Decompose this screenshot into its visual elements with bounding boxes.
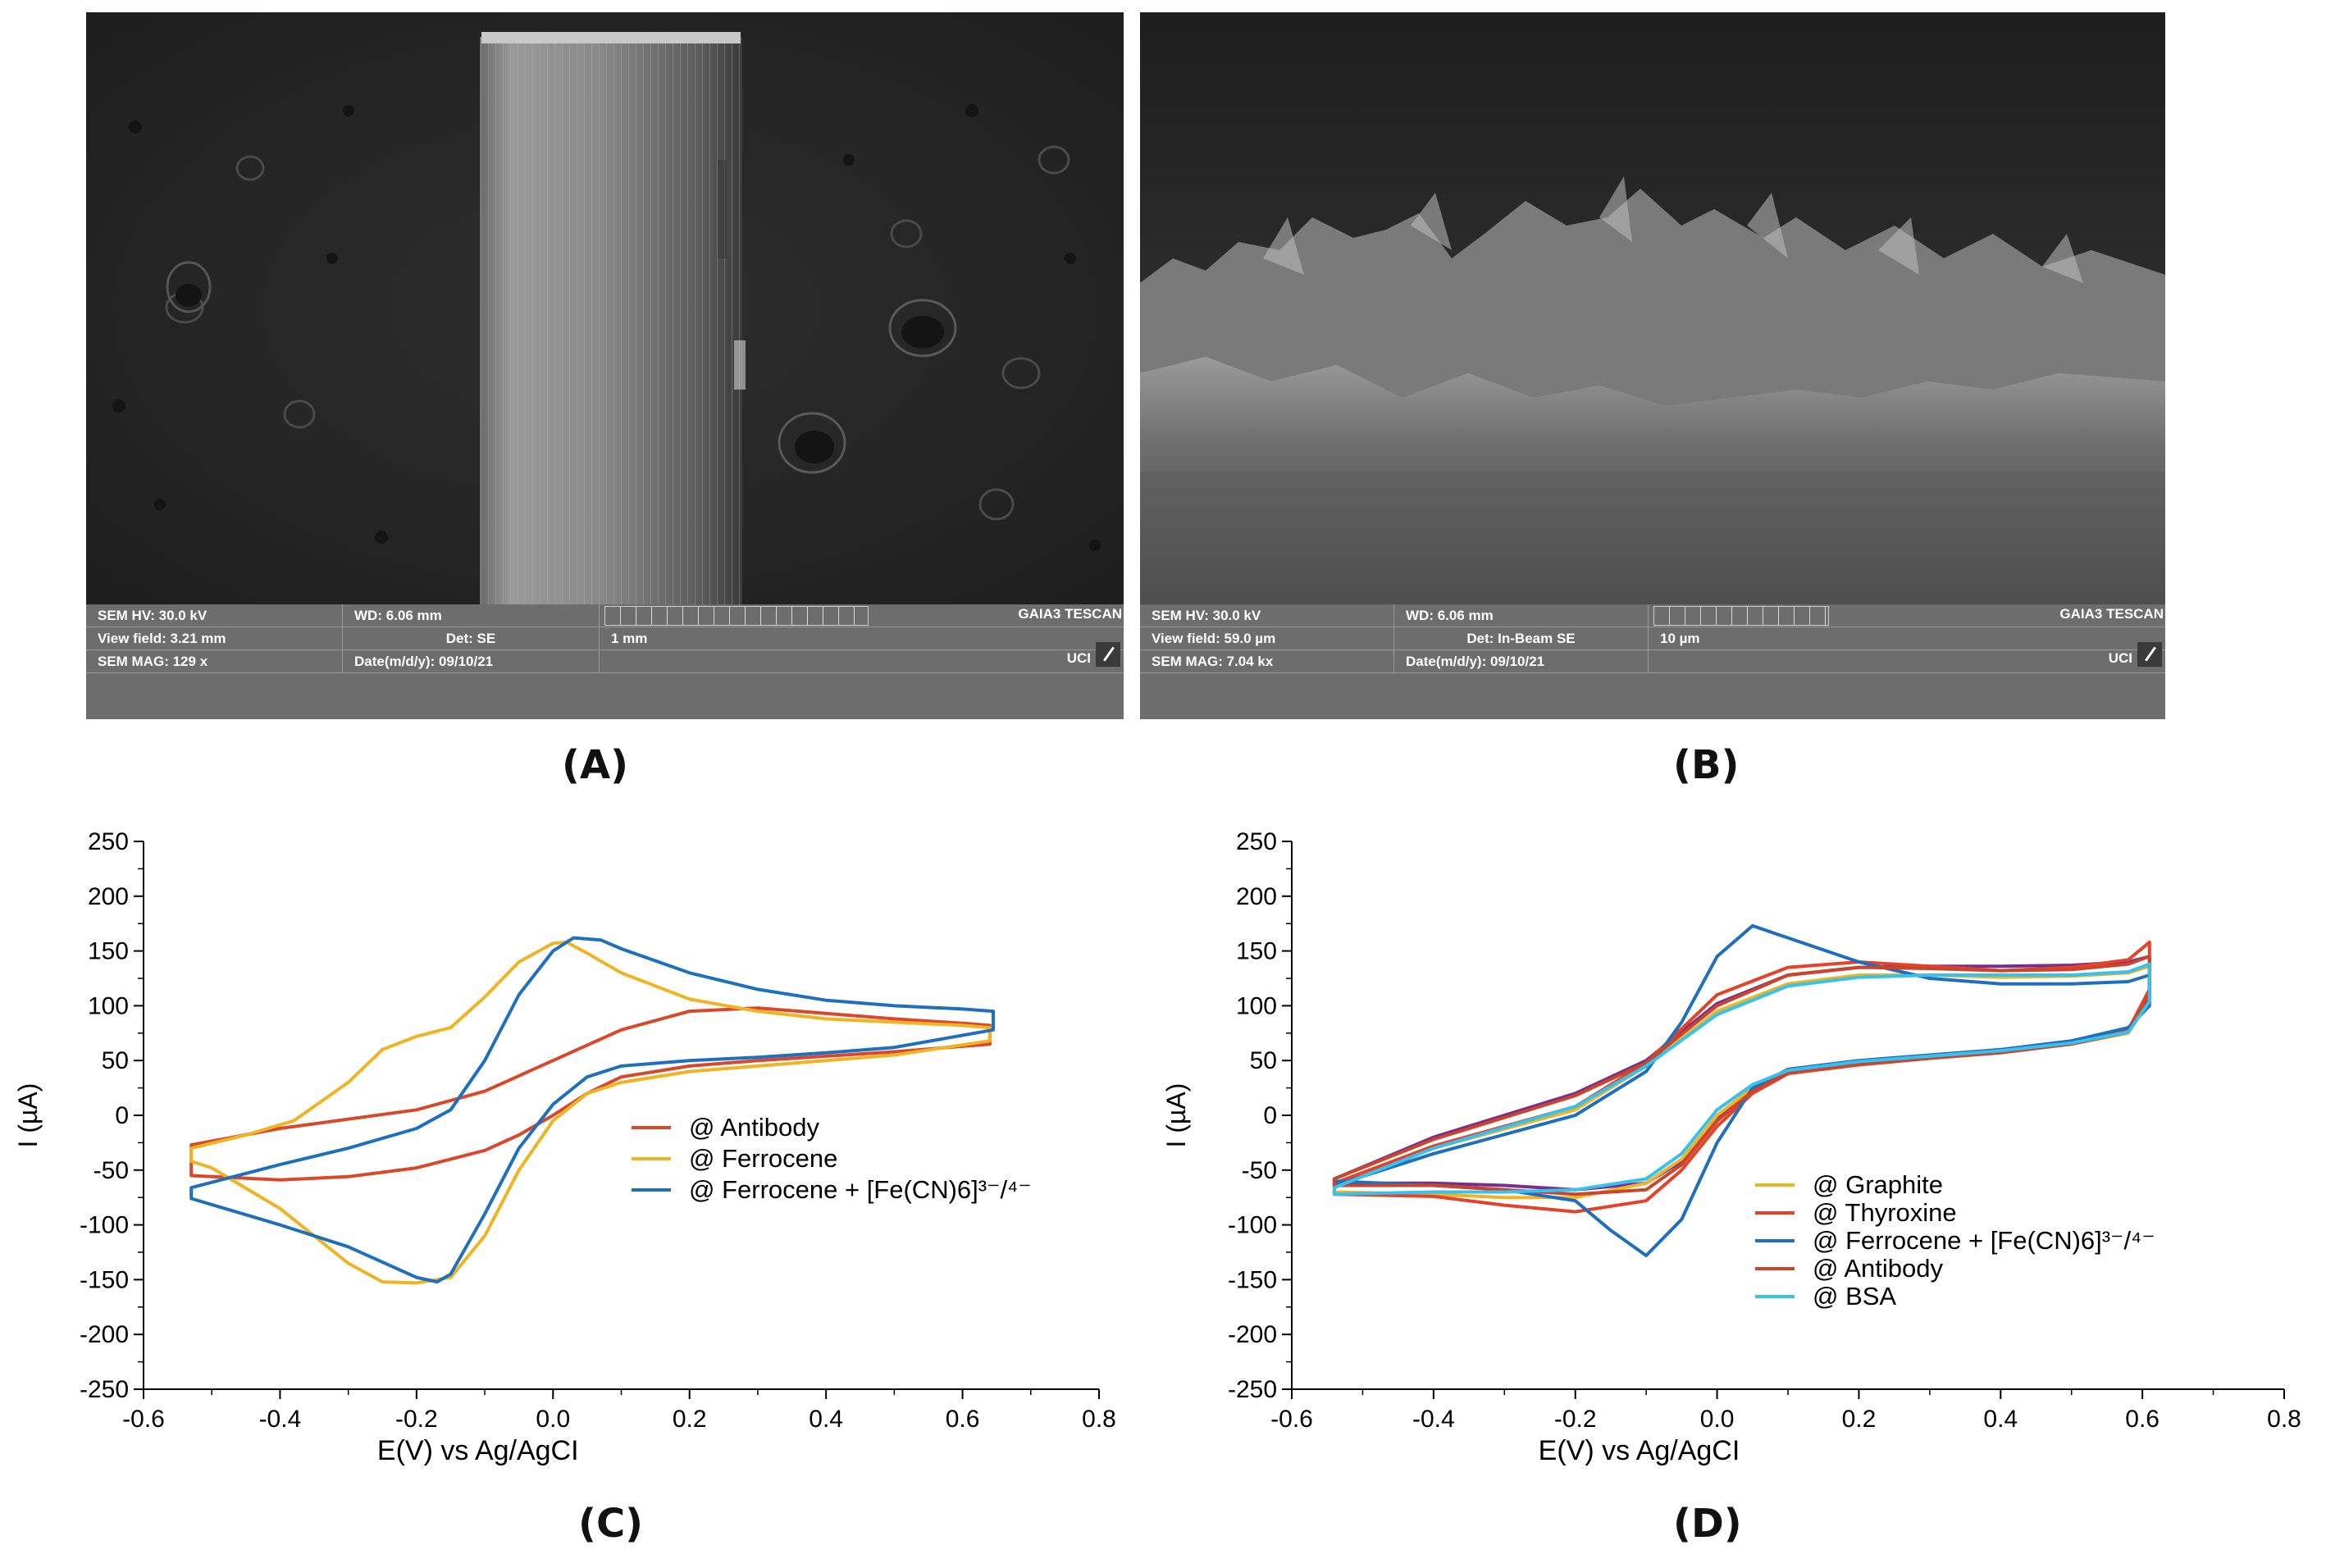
y-tick-label: -200 bbox=[1228, 1321, 1277, 1348]
sem-panel-b: SEM HV: 30.0 kV WD: 6.06 mm View field: … bbox=[1140, 12, 2165, 719]
legend-label: @ Thyroxine bbox=[1813, 1198, 1957, 1227]
x-tick-label: -0.2 bbox=[1554, 1406, 1597, 1433]
legend-label: @ Ferrocene bbox=[689, 1144, 837, 1173]
y-tick-label: 250 bbox=[1236, 828, 1277, 855]
sem-image-surface bbox=[1140, 12, 2165, 604]
x-axis-label: E(V) vs Ag/AgCI bbox=[377, 1435, 579, 1466]
y-tick-label: -100 bbox=[80, 1212, 129, 1239]
x-axis-label: E(V) vs Ag/AgCI bbox=[1539, 1435, 1740, 1466]
y-tick-label: -150 bbox=[80, 1266, 129, 1293]
sem-view-field: View field: 3.21 mm bbox=[86, 627, 343, 650]
x-tick-label: 0.2 bbox=[673, 1406, 707, 1433]
x-tick-label: 0.0 bbox=[1700, 1406, 1735, 1433]
sem-date: Date(m/d/y): 09/10/21 bbox=[343, 650, 600, 672]
x-tick-label: -0.4 bbox=[1412, 1406, 1455, 1433]
panel-label-c: (C) bbox=[578, 1501, 644, 1547]
sem-scale-bar bbox=[1653, 606, 1829, 626]
sem-magnification: SEM MAG: 7.04 kx bbox=[1140, 650, 1394, 672]
sem-panel-a: SEM HV: 30.0 kV WD: 6.06 mm View field: … bbox=[86, 12, 1124, 719]
legend-label: @ Antibody bbox=[1813, 1254, 1944, 1283]
panel-label-a: (A) bbox=[562, 742, 629, 788]
sem-wd: WD: 6.06 mm bbox=[1394, 604, 1649, 627]
y-tick-label: 0 bbox=[1263, 1102, 1277, 1129]
cv-chart-c: 250 200 150 100 50 0 -50 -100 -150 -200 -250 -0.6 -0… bbox=[0, 812, 1148, 1493]
sem-uci: UCI bbox=[1066, 650, 1091, 666]
y-tick-label: 200 bbox=[88, 883, 129, 910]
y-tick-label: -150 bbox=[1228, 1266, 1277, 1293]
sem-scale-label: 10 µm bbox=[1660, 631, 1700, 646]
cv-chart-d-svg: 250 200 150 100 50 0 -50 -100 -150 -200 -250 -0.6 -0… bbox=[1161, 828, 2301, 1466]
sem-detector: Det: SE bbox=[343, 627, 600, 650]
y-tick-label: -50 bbox=[1242, 1157, 1277, 1184]
sem-detector: Det: In-Beam SE bbox=[1394, 627, 1649, 650]
legend-label: @ Graphite bbox=[1813, 1170, 1943, 1199]
sem-magnification: SEM MAG: 129 x bbox=[86, 650, 343, 672]
legend-label: @ Ferrocene + [Fe(CN)6]³⁻/⁴⁻ bbox=[1813, 1226, 2155, 1255]
sem-info-bar: SEM HV: 30.0 kV WD: 6.06 mm View field: … bbox=[86, 604, 1124, 719]
sem-hv: SEM HV: 30.0 kV bbox=[1140, 604, 1394, 627]
y-tick-label: 250 bbox=[88, 828, 129, 855]
y-tick-label: 0 bbox=[115, 1102, 129, 1129]
sem-scale-bar bbox=[604, 606, 869, 626]
x-tick-label: 0.0 bbox=[536, 1406, 570, 1433]
sem-view-field: View field: 59.0 µm bbox=[1140, 627, 1394, 650]
y-tick-label: 200 bbox=[1236, 883, 1277, 910]
sem-brand: GAIA3 TESCAN bbox=[2059, 606, 2164, 622]
series-line-2 bbox=[189, 936, 995, 1284]
sem-logo-icon bbox=[2137, 642, 2162, 667]
cv-chart-c-svg: 250 200 150 100 50 0 -50 -100 -150 -200 -250 -0.6 -0… bbox=[13, 828, 1116, 1466]
y-tick-label: 150 bbox=[88, 938, 129, 965]
y-tick-label: -200 bbox=[80, 1321, 129, 1348]
sem-uci: UCI bbox=[2108, 650, 2132, 666]
y-tick-label: -50 bbox=[93, 1157, 129, 1184]
series-line-0 bbox=[189, 1006, 992, 1182]
x-tick-label: -0.6 bbox=[122, 1406, 165, 1433]
x-tick-label: 0.6 bbox=[946, 1406, 980, 1433]
sem-date: Date(m/d/y): 09/10/21 bbox=[1394, 650, 1649, 672]
series-line-1 bbox=[189, 940, 992, 1285]
y-tick-label: 100 bbox=[1236, 992, 1277, 1019]
x-tick-label: -0.4 bbox=[259, 1406, 302, 1433]
cv-chart-d: 250 200 150 100 50 0 -50 -100 -150 -200 -250 -0.6 -0… bbox=[1148, 812, 2326, 1493]
sem-brand: GAIA3 TESCAN bbox=[1018, 606, 1122, 622]
series-line-4 bbox=[1332, 962, 2151, 1197]
sem-wd: WD: 6.06 mm bbox=[343, 604, 600, 627]
sem-info-bar: SEM HV: 30.0 kV WD: 6.06 mm View field: … bbox=[1140, 604, 2165, 719]
sem-hv: SEM HV: 30.0 kV bbox=[86, 604, 343, 627]
series-line-2 bbox=[1332, 923, 2151, 1257]
x-tick-label: -0.6 bbox=[1270, 1406, 1313, 1433]
x-tick-label: 0.6 bbox=[2125, 1406, 2160, 1433]
panel-label-b: (B) bbox=[1673, 742, 1740, 788]
legend-label: @ BSA bbox=[1813, 1282, 1896, 1310]
series-line-extra bbox=[1332, 955, 2151, 1192]
y-tick-label: -250 bbox=[1228, 1376, 1277, 1403]
y-tick-label: -100 bbox=[1228, 1212, 1277, 1239]
series-line-0 bbox=[1332, 964, 2151, 1200]
y-tick-label: -250 bbox=[80, 1376, 129, 1403]
x-tick-label: 0.8 bbox=[1082, 1406, 1116, 1433]
sem-logo-icon bbox=[1096, 642, 1120, 667]
y-axis-label: I (µA) bbox=[13, 1083, 43, 1148]
sem-image-fiber bbox=[86, 12, 1124, 604]
legend-label: @ Antibody bbox=[689, 1113, 820, 1142]
y-tick-label: 100 bbox=[88, 992, 129, 1019]
panel-label-d: (D) bbox=[1673, 1501, 1742, 1547]
y-axis-label: I (µA) bbox=[1161, 1083, 1191, 1148]
x-tick-label: 0.8 bbox=[2267, 1406, 2301, 1433]
y-tick-label: 50 bbox=[1250, 1047, 1277, 1074]
sem-scale-label: 1 mm bbox=[611, 631, 648, 646]
legend-label: @ Ferrocene + [Fe(CN)6]³⁻/⁴⁻ bbox=[689, 1175, 1032, 1204]
x-tick-label: -0.2 bbox=[395, 1406, 438, 1433]
y-tick-label: 50 bbox=[102, 1047, 129, 1074]
x-tick-label: 0.4 bbox=[1983, 1406, 2018, 1433]
x-tick-label: 0.2 bbox=[1842, 1406, 1877, 1433]
x-tick-label: 0.4 bbox=[809, 1406, 843, 1433]
y-tick-label: 150 bbox=[1236, 938, 1277, 965]
